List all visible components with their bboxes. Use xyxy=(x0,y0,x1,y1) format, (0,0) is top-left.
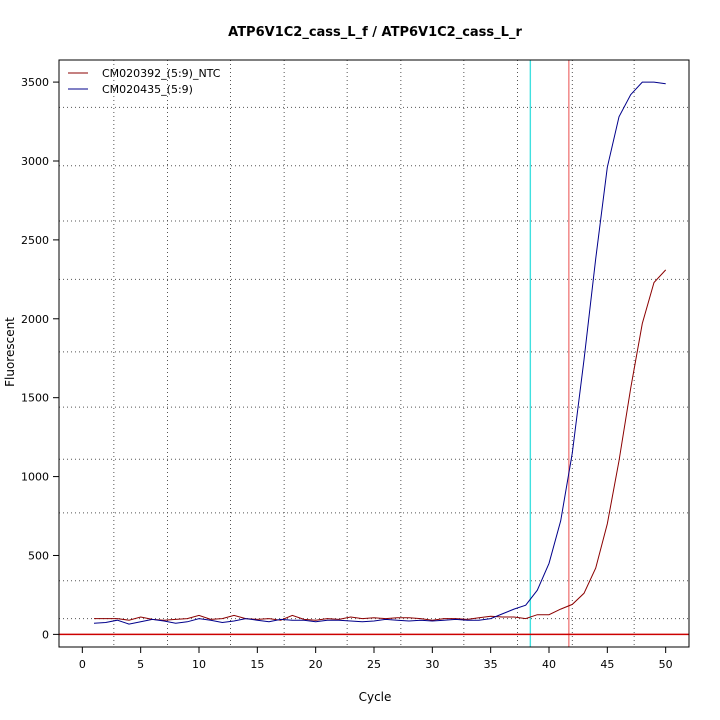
x-tick-label: 30 xyxy=(425,658,439,671)
x-tick-label: 45 xyxy=(600,658,614,671)
grid xyxy=(59,60,689,647)
y-axis-label: Fluorescent xyxy=(3,317,17,387)
series-line-2 xyxy=(93,81,666,625)
x-tick-label: 15 xyxy=(250,658,264,671)
y-tick-label: 3000 xyxy=(21,155,49,168)
x-tick-label: 35 xyxy=(484,658,498,671)
y-tick-label: 1500 xyxy=(21,392,49,405)
legend-label-series-1: CM020392_(5:9)_NTC xyxy=(102,67,221,80)
chart-title: ATP6V1C2_cass_L_f / ATP6V1C2_cass_L_r xyxy=(228,25,522,40)
x-tick-label: 25 xyxy=(367,658,381,671)
legend: CM020392_(5:9)_NTC CM020435_(5:9) xyxy=(68,67,221,96)
reference-lines xyxy=(59,60,689,647)
x-tick-label: 0 xyxy=(79,658,86,671)
x-axis-label: Cycle xyxy=(359,690,392,704)
y-tick-label: 0 xyxy=(42,628,49,641)
x-tick-label: 40 xyxy=(542,658,556,671)
y-tick-label: 2000 xyxy=(21,313,49,326)
y-tick-label: 3500 xyxy=(21,76,49,89)
y-tick-label: 2500 xyxy=(21,234,49,247)
x-tick-label: 50 xyxy=(659,658,673,671)
series-line-1 xyxy=(94,269,667,621)
y-tick-label: 1000 xyxy=(21,471,49,484)
legend-label-series-2: CM020435_(5:9) xyxy=(102,83,193,96)
x-tick-label: 10 xyxy=(192,658,206,671)
x-tick-label: 5 xyxy=(137,658,144,671)
series-lines xyxy=(93,81,667,625)
y-tick-label: 500 xyxy=(28,549,49,562)
x-tick-label: 20 xyxy=(309,658,323,671)
axes: 0 5 10 15 20 25 30 35 40 45 5005001000150020002500… xyxy=(21,76,673,671)
